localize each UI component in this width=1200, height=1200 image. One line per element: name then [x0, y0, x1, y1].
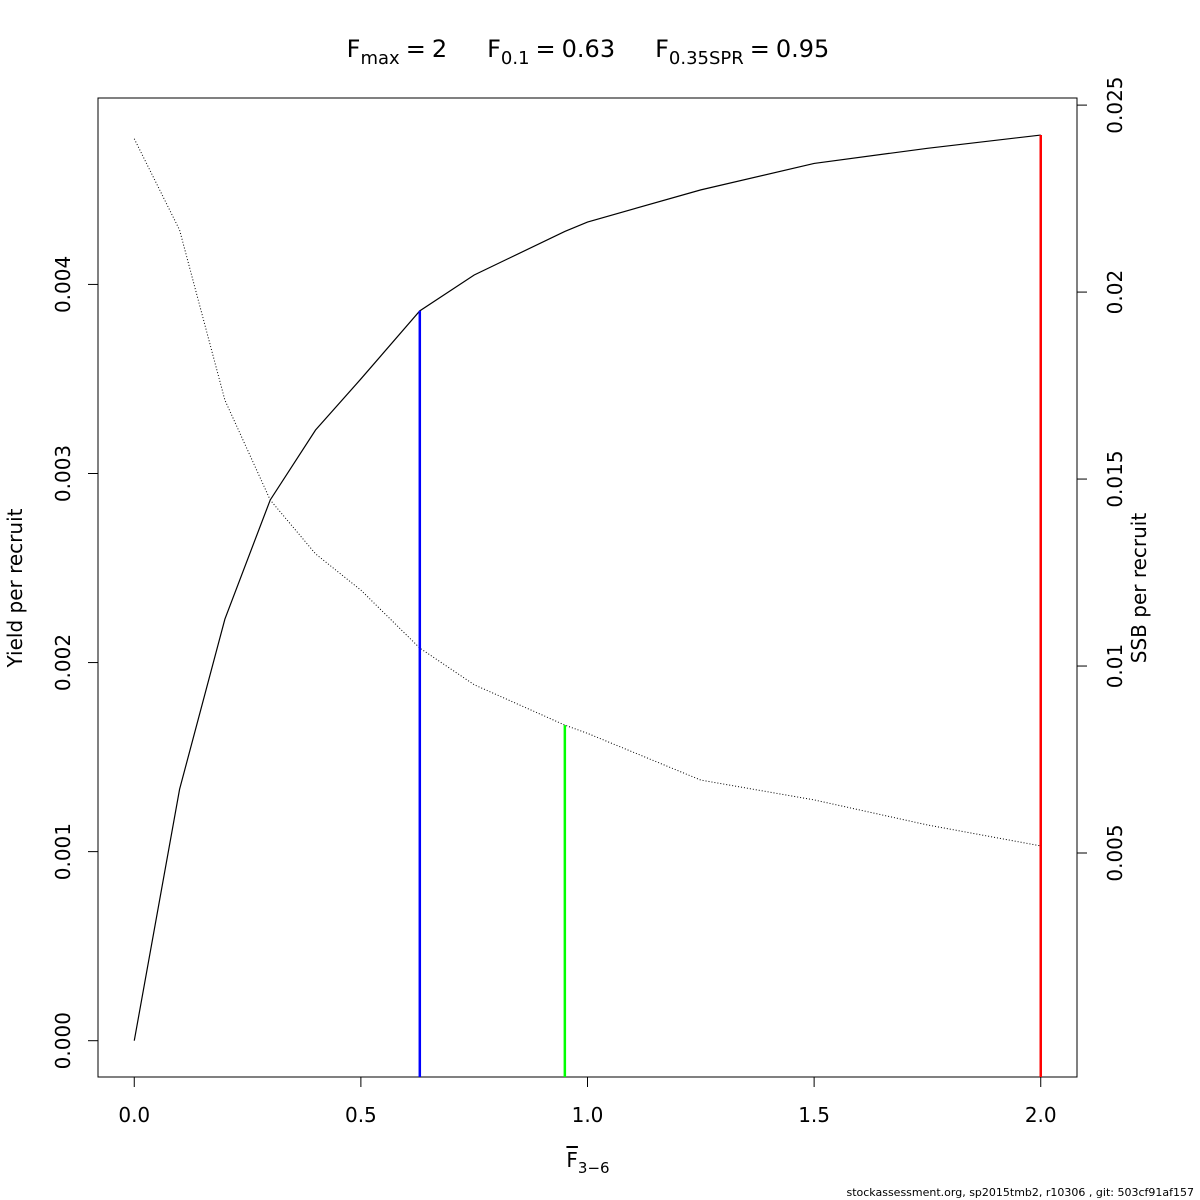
- title-value: 0.95: [776, 35, 829, 63]
- title-separator: =: [536, 35, 556, 63]
- x-tick-label: 1.5: [798, 1103, 830, 1127]
- title-subscript: 0.35SPR: [669, 48, 744, 69]
- title-subscript: max: [360, 48, 400, 69]
- footer: stockassessment.org, sp2015tmb2, r10306 …: [846, 1186, 1194, 1199]
- y2-axis-label: SSB per recruit: [1127, 513, 1151, 664]
- y-tick-label: 0.000: [51, 1012, 75, 1069]
- y2-tick-label: 0.015: [1103, 450, 1127, 507]
- title-separator: =: [406, 35, 426, 63]
- x-label-symbol: F: [566, 1148, 578, 1172]
- y2-tick-label: 0.005: [1103, 824, 1127, 881]
- x-tick-label: 0.5: [345, 1103, 377, 1127]
- chart-title: Fmax = 2 F0.1 = 0.63 F0.35SPR = 0.95: [347, 35, 830, 69]
- x-axis-label: F3−6: [566, 1148, 609, 1177]
- x-tick-label: 1.0: [572, 1103, 604, 1127]
- plot-frame: [97, 97, 1078, 1078]
- title-symbol: F: [655, 35, 669, 63]
- y2-tick-label: 0.025: [1103, 76, 1127, 133]
- title-value: 2: [432, 35, 447, 63]
- y2-tick-label: 0.02: [1103, 270, 1127, 315]
- x-tick-label: 2.0: [1025, 1103, 1057, 1127]
- x-tick-label: 0.0: [118, 1103, 150, 1127]
- series-line: [133, 134, 1041, 1041]
- title-separator: =: [750, 35, 770, 63]
- title-symbol: F: [487, 35, 501, 63]
- title-value: 0.63: [562, 35, 615, 63]
- y-tick-label: 0.003: [51, 445, 75, 502]
- y-axis-label: Yield per recruit: [3, 508, 27, 668]
- y-tick-label: 0.004: [51, 256, 75, 313]
- y-tick-label: 0.002: [51, 634, 75, 691]
- y2-tick-label: 0.01: [1103, 644, 1127, 689]
- series-line: [133, 138, 1041, 847]
- title-subscript: 0.1: [501, 48, 530, 69]
- y-tick-label: 0.001: [51, 823, 75, 880]
- x-label-subscript: 3−6: [578, 1159, 610, 1177]
- title-symbol: F: [347, 35, 361, 63]
